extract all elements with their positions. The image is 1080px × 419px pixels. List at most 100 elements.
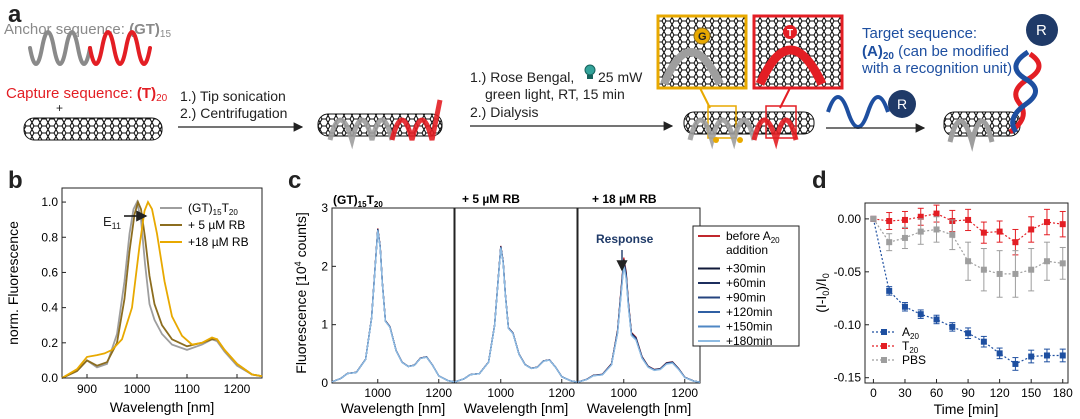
- data-point: [1059, 352, 1066, 359]
- legend-marker: [881, 357, 887, 363]
- panel-b-xlabel: Wavelength [nm]: [110, 399, 215, 415]
- series-line-3: [577, 260, 701, 383]
- step1-line1: 1.) Tip sonication: [180, 88, 286, 104]
- x-tick-label: 1200: [671, 386, 698, 400]
- svg-text:R: R: [1036, 22, 1047, 39]
- y-tick-label: 0.0: [41, 371, 58, 385]
- panel-b-legend: (GT)15T20+ 5 µM RB +18 µM RB: [160, 201, 249, 249]
- data-point: [965, 258, 972, 265]
- y-tick-label: -0.15: [834, 371, 862, 385]
- panel-b-ylabel: norm. Fluorescence: [5, 221, 21, 345]
- subplot-frame: [454, 207, 578, 384]
- y-tick-label: 0.4: [41, 301, 58, 315]
- panel-b-frame: [61, 187, 263, 379]
- series-line-1: [61, 199, 263, 379]
- panel-b-letter: b: [8, 167, 23, 194]
- data-point: [933, 210, 940, 217]
- x-tick-label: 60: [930, 386, 944, 400]
- y-tick-label: 2: [321, 259, 328, 273]
- legend-label: + 5 µM RB: [188, 218, 245, 232]
- legend-label-cont: addition: [726, 243, 768, 257]
- x-tick-label: 180: [1053, 386, 1073, 400]
- data-point: [996, 350, 1003, 357]
- series-line-2: [454, 246, 578, 383]
- x-tick-label: 1000: [610, 386, 637, 400]
- step1-line2: 2.) Centrifugation: [180, 105, 287, 121]
- panel-b-series: [61, 199, 263, 379]
- x-tick-label: 90: [961, 386, 975, 400]
- data-point: [1043, 352, 1050, 359]
- legend-label: T20: [902, 339, 919, 355]
- zoom-g-label: G: [698, 31, 707, 43]
- panel-c-subplot-1: 1000 1200 0 1 2 3: [321, 201, 455, 400]
- series-line-3: [331, 229, 455, 383]
- legend-label: +120min: [726, 305, 772, 319]
- series-line-1: [454, 245, 578, 383]
- data-point: [917, 311, 924, 318]
- legend-label: +90min: [726, 291, 766, 305]
- panel-c-title-1: (GT)15T20: [333, 193, 383, 209]
- step2-line1: 1.) Rose Bengal,: [470, 69, 574, 85]
- wrap-red-2: [389, 99, 443, 141]
- panel-c-xlabel-1: Wavelength [nm]: [341, 400, 446, 416]
- series-line-6: [577, 264, 701, 383]
- legend-label: +150min: [726, 320, 772, 334]
- data-point: [917, 228, 924, 235]
- data-point: [1028, 353, 1035, 360]
- panel-c-title-3: + 18 µM RB: [592, 192, 657, 206]
- legend-label: before A20: [726, 229, 780, 245]
- data-point: [1028, 226, 1035, 233]
- series-line-4: [577, 261, 701, 383]
- target-strand-icon: [826, 95, 890, 129]
- y-tick-label: 0.00: [838, 212, 862, 226]
- legend-label: (GT)15T20: [188, 201, 238, 217]
- data-point: [933, 226, 940, 233]
- y-tick-label: 1.0: [41, 195, 58, 209]
- target-line1: Target sequence:: [862, 25, 977, 42]
- panel-a: a Anchor sequence: (GT)15 Capture sequen…: [4, 1, 1058, 152]
- data-point: [1059, 260, 1066, 267]
- data-point: [1012, 270, 1019, 277]
- data-point: [965, 330, 972, 337]
- series-line-1: [331, 228, 455, 383]
- data-point: [901, 216, 908, 223]
- panel-d-ylabel: (I-I0)/I0: [813, 273, 831, 313]
- panel-c-subplot-3: 1000 1200: [577, 207, 701, 400]
- recognition-unit-icon: R: [888, 90, 916, 118]
- series-line-4: [454, 246, 578, 383]
- data-point: [949, 231, 956, 238]
- x-tick-label: 1100: [174, 382, 200, 396]
- y-tick-label: 1: [321, 318, 328, 332]
- step2-line3: 2.) Dialysis: [470, 104, 538, 120]
- panel-c-xlabel-3: Wavelength [nm]: [587, 400, 692, 416]
- y-tick-label: 0.8: [41, 230, 58, 244]
- data-point: [965, 216, 972, 223]
- series-line-5: [577, 263, 701, 383]
- x-tick-label: 30: [898, 386, 912, 400]
- plus-sign: +: [56, 101, 63, 115]
- panel-c-xlabel-2: Wavelength [nm]: [464, 400, 569, 416]
- data-point: [886, 239, 893, 246]
- capture-sequence-label: Capture sequence: (T)20: [6, 85, 168, 104]
- data-point: [901, 303, 908, 310]
- panel-a-letter: a: [8, 1, 22, 28]
- x-tick-label: 0: [870, 386, 877, 400]
- step2-power: 25 mW: [598, 69, 643, 85]
- svg-text:E11: E11: [103, 214, 121, 231]
- series-line-3: [454, 246, 578, 383]
- data-point: [933, 316, 940, 323]
- series-line-2: [577, 259, 701, 383]
- zoom-box-t: T: [752, 14, 844, 109]
- data-point: [980, 229, 987, 236]
- series-line-6: [331, 230, 455, 383]
- legend-label: A20: [902, 325, 919, 341]
- recognition-unit-icon-2: R: [1026, 14, 1058, 46]
- data-point: [1012, 239, 1019, 246]
- target-line3: with a recognition unit): [861, 60, 1012, 77]
- data-point: [870, 215, 877, 222]
- series-line-5: [454, 247, 578, 383]
- x-tick-label: 1200: [548, 386, 575, 400]
- x-tick-label: 120: [990, 386, 1010, 400]
- y-tick-label: 0.2: [41, 336, 58, 350]
